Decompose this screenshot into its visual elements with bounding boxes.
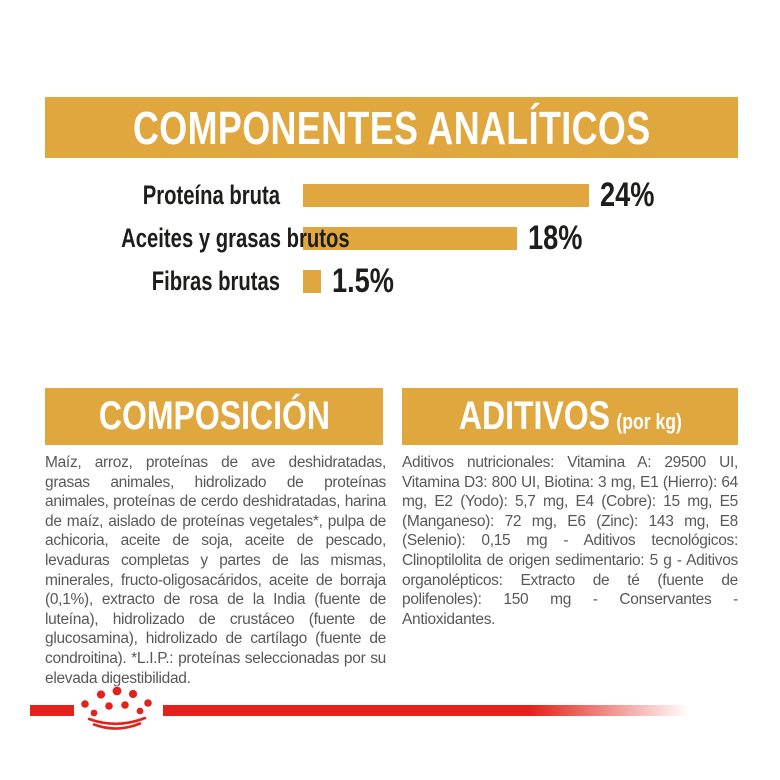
additives-text: Aditivos nutricionales: Vitamina A: 2950… <box>402 454 738 628</box>
analytical-components-banner: COMPONENTES ANALÍTICOS <box>45 97 738 158</box>
additives-banner: ADITIVOS (por kg) <box>402 388 738 445</box>
brand-stripe-left <box>30 705 74 716</box>
chart-row: Proteína bruta 24% <box>45 176 738 214</box>
chart-category-label: Proteína bruta <box>142 180 280 210</box>
chart-value-label: 18% <box>528 219 583 257</box>
additives-title: ADITIVOS (por kg) <box>458 394 682 438</box>
chart-row: Fibras brutas 1.5% <box>45 262 738 300</box>
brand-stripe-right <box>163 705 705 716</box>
chart-bar <box>303 184 589 207</box>
composition-text: Maíz, arroz, proteínas de ave deshidrata… <box>45 454 386 687</box>
chart-category-label: Fibras brutas <box>151 266 280 296</box>
chart-value-label: 1.5% <box>332 262 394 300</box>
analytical-components-chart: Proteína bruta 24% Aceites y grasas brut… <box>45 176 738 313</box>
composition-banner: COMPOSICIÓN <box>45 388 383 445</box>
additives-title-suffix: (por kg) <box>615 409 682 434</box>
analytical-components-title: COMPONENTES ANALÍTICOS <box>132 101 651 154</box>
royal-canin-crown-icon <box>81 687 152 730</box>
chart-bar <box>303 270 321 293</box>
composition-title: COMPOSICIÓN <box>98 394 330 438</box>
chart-value-label: 24% <box>600 176 655 214</box>
chart-bar <box>303 227 517 250</box>
chart-row: Aceites y grasas brutos 18% <box>45 219 738 257</box>
chart-category-label: Aceites y grasas brutos <box>121 223 350 253</box>
